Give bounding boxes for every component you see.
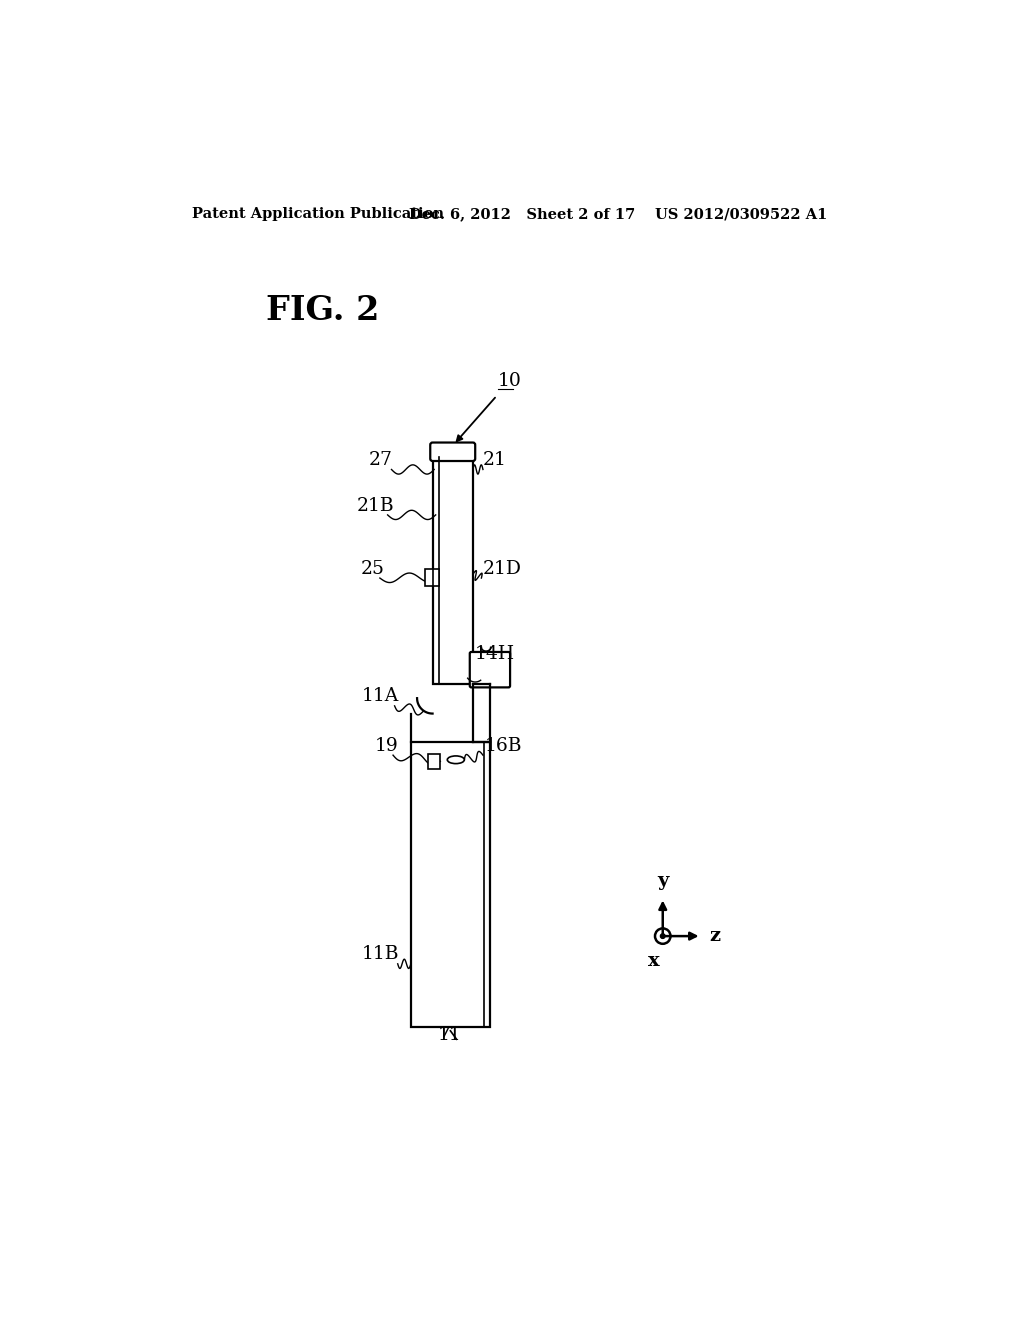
Text: y: y: [657, 873, 669, 890]
Text: 21: 21: [483, 451, 507, 469]
Text: 10: 10: [498, 371, 521, 389]
Text: 14H: 14H: [475, 645, 515, 663]
Text: z: z: [710, 927, 720, 945]
Text: FIG. 2: FIG. 2: [266, 294, 379, 327]
Ellipse shape: [447, 756, 464, 763]
Text: 11B: 11B: [362, 945, 399, 964]
Bar: [425, 569, 438, 586]
Text: Patent Application Publication: Patent Application Publication: [191, 207, 443, 222]
Text: 25: 25: [360, 560, 384, 578]
Text: 19: 19: [375, 738, 398, 755]
Circle shape: [660, 933, 665, 939]
Bar: [432, 457, 473, 684]
Text: US 2012/0309522 A1: US 2012/0309522 A1: [655, 207, 827, 222]
Text: 21D: 21D: [483, 560, 522, 578]
Text: 16B: 16B: [484, 738, 522, 755]
Text: x: x: [647, 952, 659, 969]
Text: 11: 11: [438, 1026, 462, 1044]
Bar: [411, 742, 489, 1027]
Text: 11A: 11A: [362, 688, 399, 705]
Text: Dec. 6, 2012   Sheet 2 of 17: Dec. 6, 2012 Sheet 2 of 17: [410, 207, 636, 222]
Text: 27: 27: [369, 451, 392, 469]
Bar: [428, 754, 440, 770]
FancyBboxPatch shape: [470, 652, 510, 688]
FancyBboxPatch shape: [430, 442, 475, 461]
Text: 21B: 21B: [356, 498, 394, 515]
